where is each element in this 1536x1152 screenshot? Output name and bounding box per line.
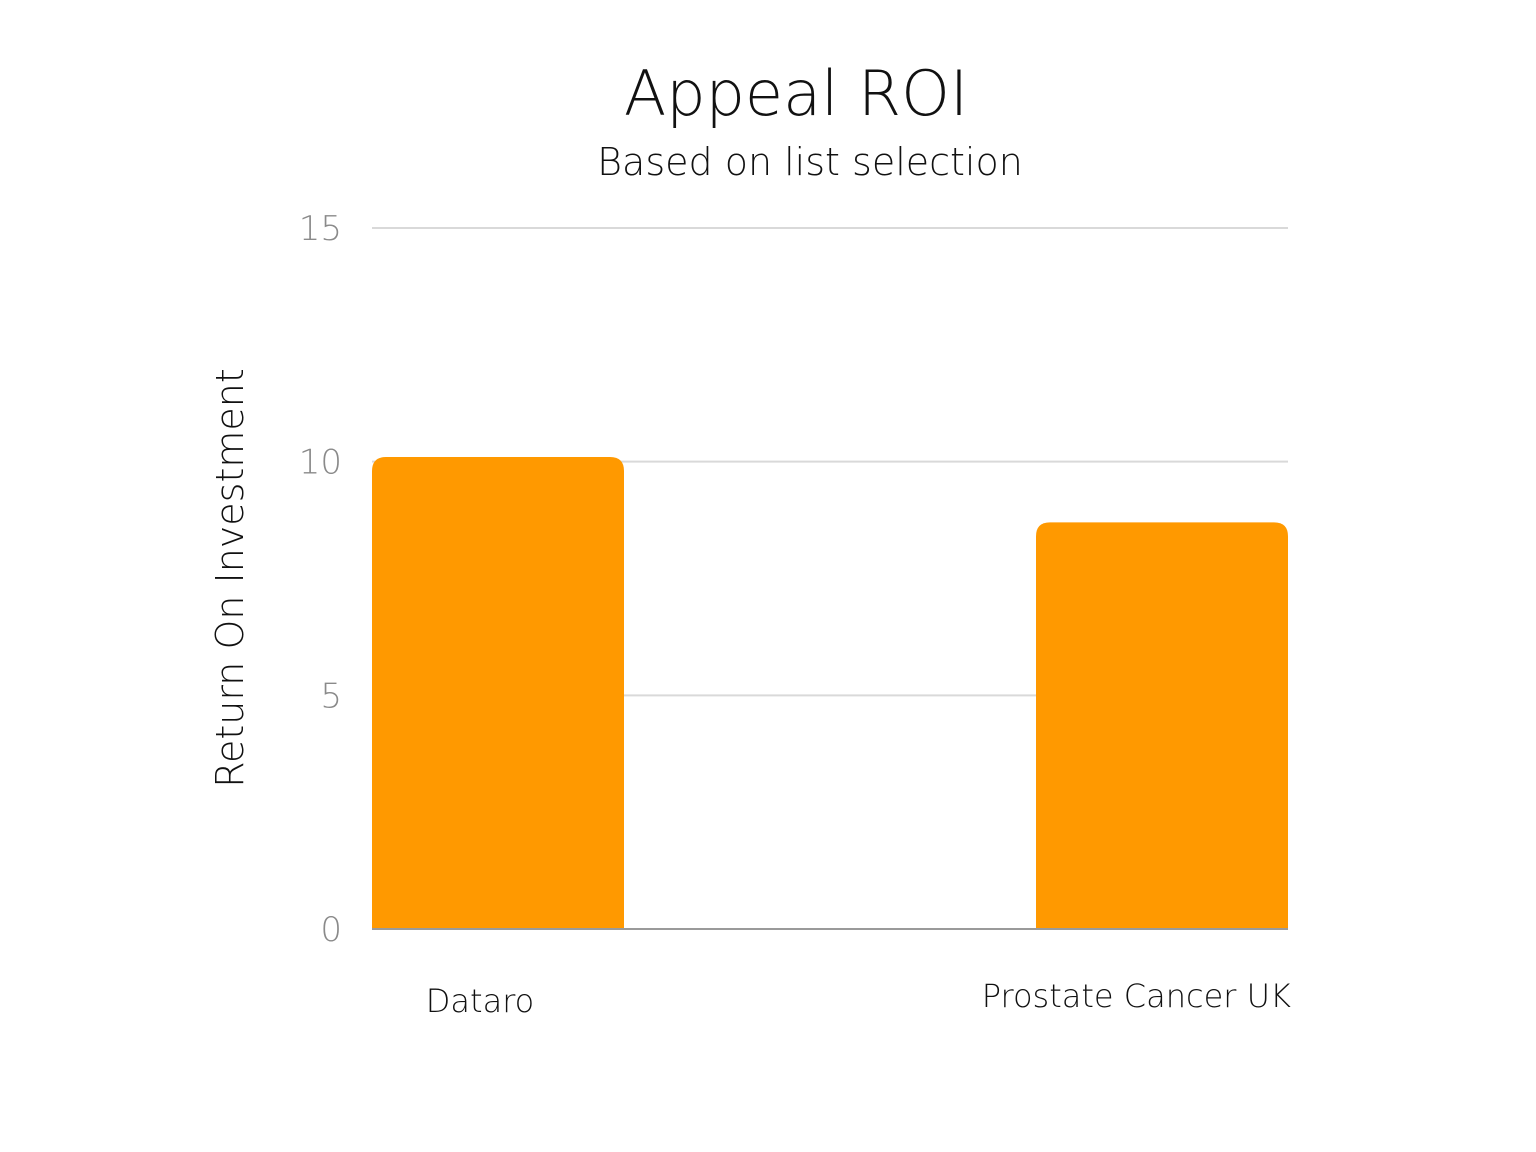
- x-tick-labels: Dataro Prostate Cancer UK: [426, 977, 1291, 1020]
- chart-title: Appeal ROI: [624, 57, 968, 130]
- x-tick-label: Dataro: [426, 982, 534, 1020]
- y-tick-labels: 0 5 10 15: [299, 209, 342, 950]
- x-tick-label: Prostate Cancer UK: [982, 977, 1291, 1015]
- bar-prostate-cancer-uk: [1036, 522, 1288, 929]
- bars: [372, 456, 1288, 929]
- y-tick-label: 5: [320, 676, 342, 716]
- chart-subtitle: Based on list selection: [597, 140, 1023, 184]
- bar-dataro: [372, 456, 624, 929]
- y-tick-label: 10: [299, 443, 342, 483]
- y-axis-label: Return On Investment: [208, 368, 252, 787]
- y-tick-label: 15: [299, 209, 342, 249]
- y-tick-label: 0: [320, 910, 342, 950]
